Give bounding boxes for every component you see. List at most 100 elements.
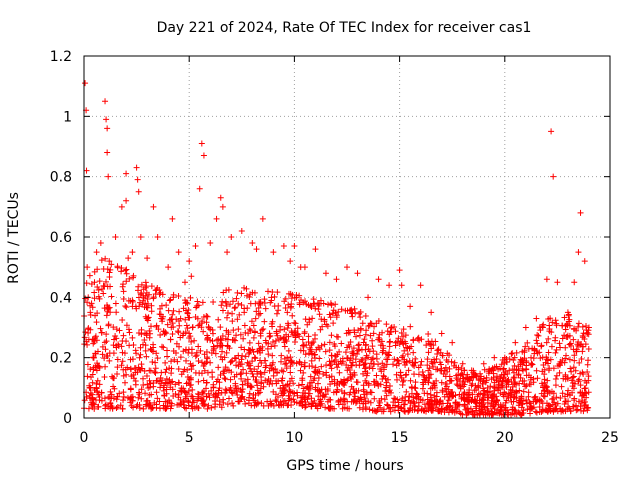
y-tick-label: 0.4 xyxy=(50,290,72,306)
cloud-point xyxy=(235,300,242,307)
cloud-point xyxy=(268,401,275,408)
cloud-point xyxy=(332,357,339,364)
cloud-point xyxy=(161,392,168,399)
cloud-point xyxy=(464,377,471,384)
cloud-point xyxy=(94,284,101,291)
cloud-point xyxy=(371,360,378,367)
cloud-point xyxy=(405,397,412,404)
data-point xyxy=(123,197,130,204)
cloud-point xyxy=(262,364,269,371)
cloud-point xyxy=(347,339,354,346)
cloud-point xyxy=(146,327,153,334)
cloud-point xyxy=(443,356,450,363)
cloud-point xyxy=(103,331,110,338)
cloud-point xyxy=(308,357,315,364)
cloud-point xyxy=(410,336,417,343)
cloud-point xyxy=(106,350,113,357)
cloud-point xyxy=(400,326,407,333)
cloud-point xyxy=(246,394,253,401)
cloud-point xyxy=(189,399,196,406)
cloud-point xyxy=(170,323,177,330)
cloud-point xyxy=(418,336,425,343)
cloud-point xyxy=(498,361,505,368)
cloud-point xyxy=(101,283,108,290)
cloud-point xyxy=(373,379,380,386)
data-point xyxy=(181,279,188,286)
cloud-point xyxy=(95,363,102,370)
cloud-point xyxy=(240,366,247,373)
cloud-point xyxy=(273,380,280,387)
cloud-point xyxy=(478,373,485,380)
cloud-point xyxy=(549,319,556,326)
cloud-point xyxy=(538,342,545,349)
cloud-point xyxy=(143,332,150,339)
cloud-point xyxy=(498,406,505,413)
cloud-point xyxy=(230,402,237,409)
cloud-point xyxy=(241,346,248,353)
cloud-point xyxy=(276,402,283,409)
cloud-point xyxy=(407,377,414,384)
cloud-point xyxy=(265,351,272,358)
cloud-point xyxy=(101,305,108,312)
cloud-point xyxy=(253,308,260,315)
cloud-point xyxy=(175,329,182,336)
cloud-point xyxy=(147,367,154,374)
cloud-point xyxy=(252,300,259,307)
cloud-point xyxy=(291,399,298,406)
cloud-point xyxy=(287,389,294,396)
cloud-point xyxy=(383,356,390,363)
cloud-point xyxy=(521,347,528,354)
cloud-point xyxy=(131,365,138,372)
cloud-point xyxy=(227,301,234,308)
cloud-point xyxy=(284,309,291,316)
cloud-point xyxy=(474,393,481,400)
cloud-point xyxy=(182,300,189,307)
cloud-point xyxy=(144,381,151,388)
x-tick-label: 20 xyxy=(496,430,514,446)
cloud-point xyxy=(196,370,203,377)
y-tick-label: 1 xyxy=(63,109,72,125)
cloud-point xyxy=(232,337,239,344)
cloud-point xyxy=(316,301,323,308)
cloud-point xyxy=(520,409,527,416)
data-point xyxy=(102,98,109,105)
cloud-point xyxy=(102,402,109,409)
cloud-point xyxy=(391,356,398,363)
cloud-point xyxy=(390,361,397,368)
cloud-point xyxy=(557,395,564,402)
cloud-point xyxy=(308,340,315,347)
cloud-point xyxy=(540,362,547,369)
cloud-point xyxy=(571,325,578,332)
cloud-point xyxy=(170,348,177,355)
cloud-point xyxy=(356,332,363,339)
cloud-point xyxy=(306,379,313,386)
data-point xyxy=(150,203,157,210)
cloud-point xyxy=(566,341,573,348)
cloud-point xyxy=(189,386,196,393)
cloud-point xyxy=(176,322,183,329)
cloud-point xyxy=(582,377,589,384)
cloud-point xyxy=(533,348,540,355)
cloud-point xyxy=(492,399,499,406)
cloud-point xyxy=(553,394,560,401)
cloud-point xyxy=(160,344,167,351)
cloud-point xyxy=(120,281,127,288)
data-point xyxy=(207,240,214,247)
cloud-point xyxy=(326,339,333,346)
cloud-point xyxy=(99,351,106,358)
cloud-point xyxy=(265,340,272,347)
cloud-point xyxy=(91,401,98,408)
cloud-point xyxy=(400,333,407,340)
cloud-point xyxy=(177,387,184,394)
cloud-point xyxy=(569,403,576,410)
cloud-point xyxy=(299,342,306,349)
cloud-point xyxy=(581,336,588,343)
y-tick-labels: 0 0.2 0.4 0.6 0.8 1 1.2 xyxy=(50,49,72,427)
cloud-point xyxy=(426,371,433,378)
cloud-point xyxy=(527,410,534,417)
cloud-point xyxy=(575,320,582,327)
cloud-point xyxy=(552,382,559,389)
cloud-point xyxy=(419,397,426,404)
cloud-point xyxy=(556,340,563,347)
cloud-point xyxy=(448,377,455,384)
